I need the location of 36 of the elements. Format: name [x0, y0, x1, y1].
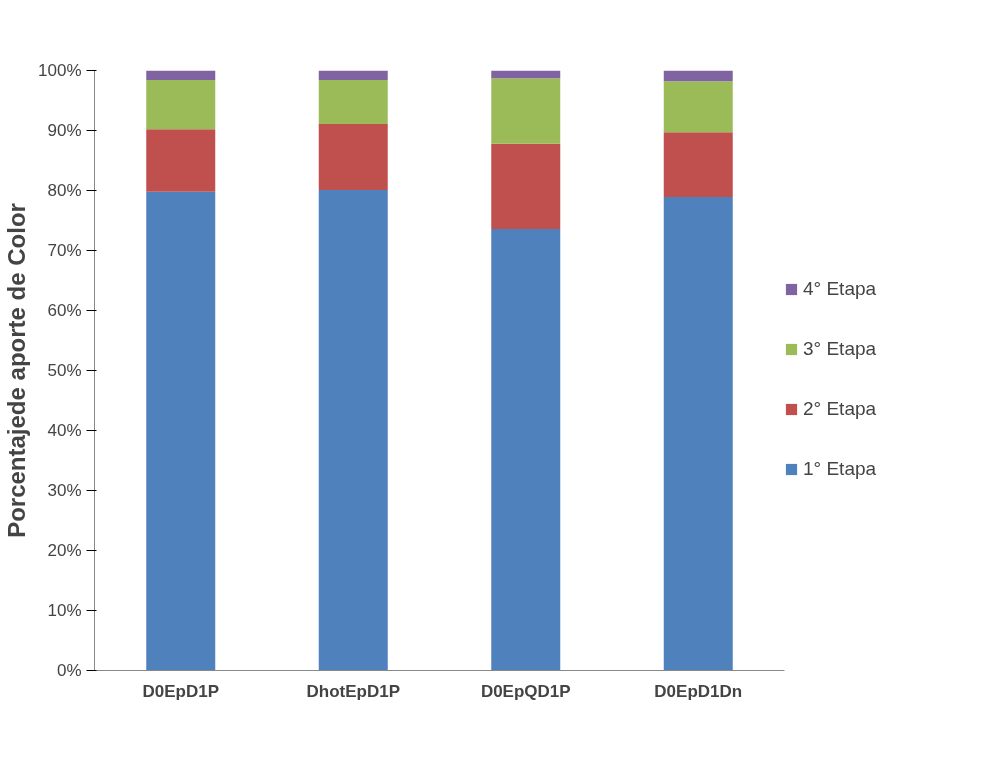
legend-label: 4° Etapa — [803, 278, 877, 300]
y-axis-title: Porcentajede aporte de Color — [3, 203, 31, 538]
bar — [491, 78, 561, 144]
bar — [491, 143, 561, 229]
legend-label: 2° Etapa — [803, 398, 877, 420]
bar — [318, 123, 388, 190]
y-tick-label: 70% — [47, 241, 82, 260]
y-tick-label: 50% — [47, 361, 82, 380]
y-tick-label: 80% — [47, 181, 82, 200]
bar — [663, 70, 733, 82]
bar — [491, 70, 561, 79]
y-tick-label: 10% — [47, 601, 82, 620]
bar — [663, 132, 733, 198]
bar — [146, 191, 216, 671]
y-tick-label: 60% — [47, 301, 82, 320]
bar — [663, 81, 733, 133]
y-tick-label: 0% — [56, 661, 82, 680]
x-tick-label: D0EpD1Dn — [654, 681, 743, 701]
y-tick-label: 40% — [47, 421, 82, 440]
legend-label: 1° Etapa — [803, 458, 877, 480]
x-tick-label: D0EpQD1P — [480, 681, 571, 701]
bar — [146, 70, 216, 81]
x-tick-label: D0EpD1P — [142, 681, 220, 701]
y-tick-label: 30% — [47, 481, 82, 500]
bar — [491, 228, 561, 671]
y-tick-label: 20% — [47, 541, 82, 560]
bar — [146, 129, 216, 192]
y-tick-label: 100% — [38, 61, 82, 80]
legend-label: 3° Etapa — [803, 338, 877, 360]
bar — [146, 80, 216, 130]
bar — [318, 70, 388, 81]
x-tick-label: DhotEpD1P — [306, 681, 400, 701]
bar — [663, 197, 733, 671]
bar — [318, 189, 388, 671]
bar — [318, 80, 388, 124]
y-tick-label: 90% — [47, 121, 82, 140]
